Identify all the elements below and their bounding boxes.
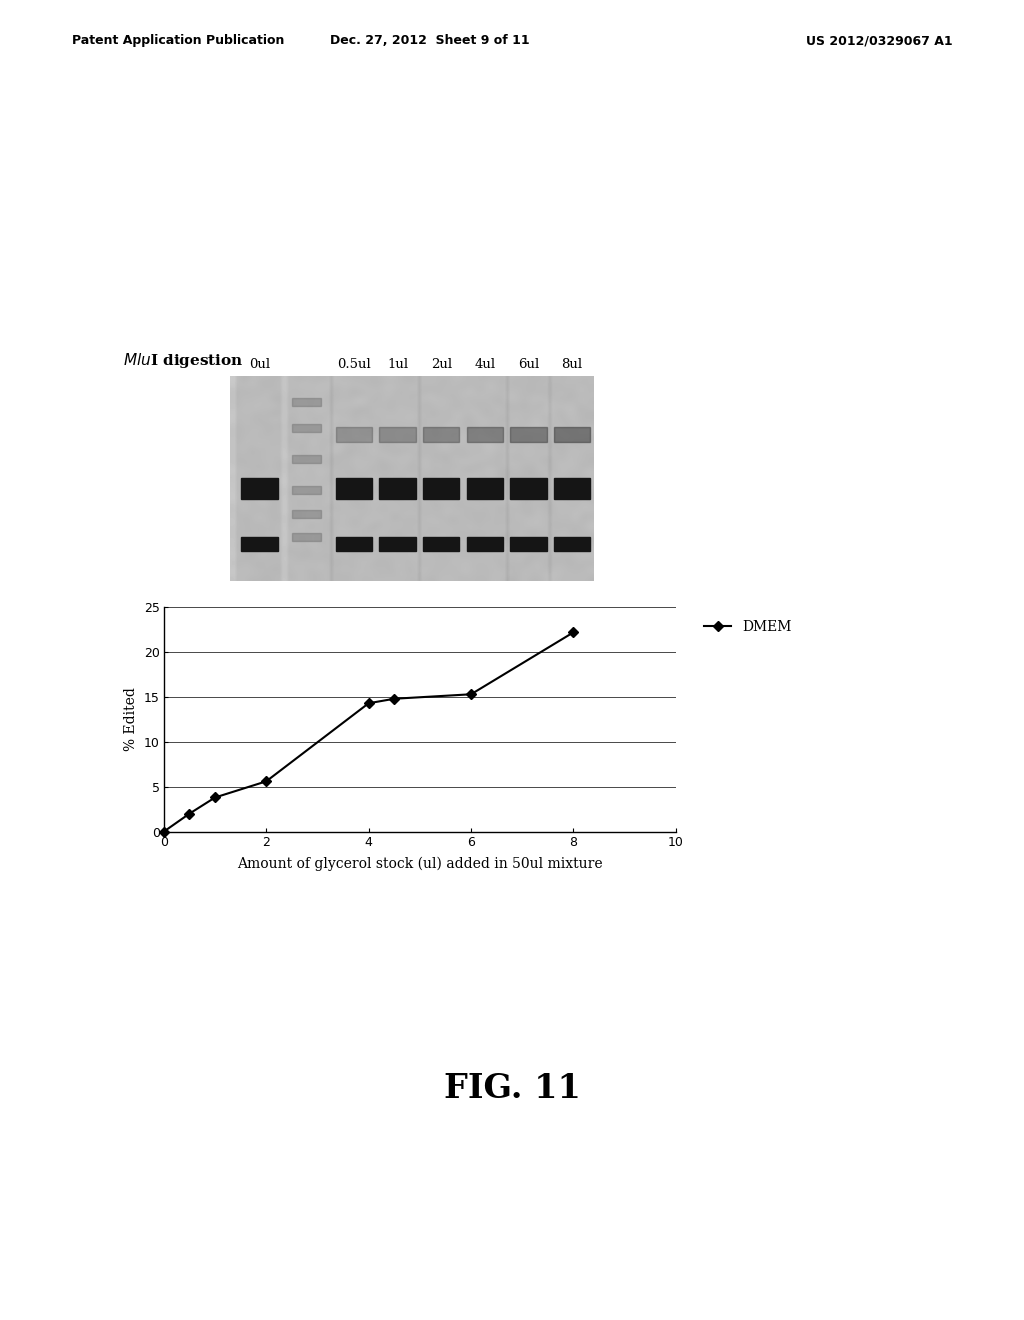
FancyBboxPatch shape (292, 424, 322, 433)
FancyBboxPatch shape (292, 533, 322, 541)
Bar (510, 537, 547, 552)
FancyBboxPatch shape (292, 486, 322, 494)
Text: 1ul: 1ul (387, 358, 409, 371)
Text: 4ul: 4ul (474, 358, 496, 371)
Bar (423, 478, 460, 499)
Bar (242, 478, 278, 499)
Text: $\it{Mlu}$I digestion: $\it{Mlu}$I digestion (123, 351, 244, 370)
Bar (380, 537, 416, 552)
Bar (510, 478, 547, 499)
Bar (467, 428, 503, 442)
Text: FIG. 11: FIG. 11 (443, 1072, 581, 1106)
Bar (423, 537, 460, 552)
Bar (336, 428, 372, 442)
Bar (336, 478, 372, 499)
Bar (554, 428, 590, 442)
Legend: DMEM: DMEM (698, 614, 798, 639)
Bar (242, 537, 278, 552)
Bar (554, 537, 590, 552)
Bar (510, 428, 547, 442)
FancyBboxPatch shape (292, 397, 322, 405)
Bar (467, 478, 503, 499)
Bar (336, 537, 372, 552)
Text: 0ul: 0ul (249, 358, 270, 371)
FancyBboxPatch shape (292, 455, 322, 463)
Text: Patent Application Publication: Patent Application Publication (72, 34, 284, 48)
Text: 2ul: 2ul (431, 358, 452, 371)
Y-axis label: % Edited: % Edited (124, 688, 138, 751)
Bar (554, 478, 590, 499)
X-axis label: Amount of glycerol stock (ul) added in 50ul mixture: Amount of glycerol stock (ul) added in 5… (237, 857, 603, 871)
Bar (467, 537, 503, 552)
Text: US 2012/0329067 A1: US 2012/0329067 A1 (806, 34, 952, 48)
FancyBboxPatch shape (292, 511, 322, 519)
Bar (380, 428, 416, 442)
Text: 8ul: 8ul (561, 358, 583, 371)
Bar (380, 478, 416, 499)
Text: 6ul: 6ul (518, 358, 539, 371)
Bar (423, 428, 460, 442)
Text: 0.5ul: 0.5ul (337, 358, 371, 371)
Text: Dec. 27, 2012  Sheet 9 of 11: Dec. 27, 2012 Sheet 9 of 11 (331, 34, 529, 48)
